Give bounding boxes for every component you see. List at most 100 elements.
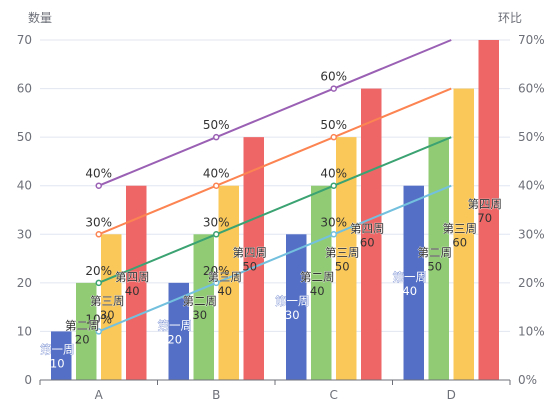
- line-point[interactable]: [213, 231, 220, 238]
- line-point-label: 50%: [203, 118, 230, 132]
- y-right-tick-label: 70%: [518, 33, 545, 47]
- bar-series-label: 第三周: [208, 270, 243, 284]
- bar-value-label: 50: [242, 260, 257, 274]
- bar-series-label: 第四周: [233, 246, 268, 260]
- line-point[interactable]: [330, 182, 337, 189]
- bar-value-label: 40: [402, 284, 417, 298]
- line-point-label: 30%: [85, 215, 112, 229]
- y-left-tick-label: 50: [17, 130, 32, 144]
- bar-series-label: 第四周: [468, 197, 503, 211]
- line-point[interactable]: [330, 85, 337, 92]
- bar-第一周-D[interactable]: [403, 185, 425, 380]
- bar-value-label: 30: [192, 308, 207, 322]
- bar-第二周-B[interactable]: [193, 234, 215, 380]
- bar-value-label: 60: [360, 235, 375, 249]
- line-point[interactable]: [95, 231, 102, 238]
- bar-series-label: 第三周: [325, 246, 360, 260]
- bar-第四周-A[interactable]: [126, 185, 147, 380]
- line-point[interactable]: [95, 328, 102, 335]
- bar-series-label: 第三周: [443, 221, 478, 235]
- bar-第三周-C[interactable]: [336, 137, 357, 380]
- y-left-tick-label: 70: [17, 33, 32, 47]
- bar-series-label: 第四周: [350, 221, 385, 235]
- bar-第二周-D[interactable]: [428, 137, 450, 380]
- bar-series-label: 第一周: [40, 343, 75, 357]
- bar-series-label: 第一周: [158, 318, 193, 332]
- y-left-tick-label: 10: [17, 324, 32, 338]
- y-right-tick-label: 50%: [518, 130, 545, 144]
- line-point[interactable]: [330, 133, 337, 141]
- bar-第四周-B[interactable]: [243, 137, 265, 380]
- bar-value-label: 70: [477, 211, 492, 225]
- y-right-tick-label: 20%: [518, 276, 545, 290]
- line-series-0: [98, 184, 452, 333]
- y-axis-left-title: 数量: [28, 10, 52, 25]
- y-left-tick-label: 20: [17, 276, 32, 290]
- x-tick-label: B: [212, 388, 220, 402]
- bar-第二周-C[interactable]: [311, 185, 332, 380]
- line-point[interactable]: [213, 133, 220, 141]
- bar-value-label: 50: [335, 260, 350, 274]
- line-point[interactable]: [95, 279, 102, 287]
- bar-第一周-A[interactable]: [51, 331, 72, 380]
- line-point-label: 40%: [85, 167, 112, 181]
- bar-series-label: 第二周: [183, 294, 218, 308]
- x-tick-label: C: [330, 388, 338, 402]
- y-right-tick-label: 40%: [518, 179, 545, 193]
- bar-series-label: 第四周: [115, 270, 150, 284]
- bar-第一周-B[interactable]: [168, 282, 190, 380]
- bar-series-label: 第一周: [275, 294, 310, 308]
- bar-value-label: 40: [217, 284, 232, 298]
- line-point[interactable]: [330, 231, 337, 238]
- bar-series-label: 第二周: [65, 318, 100, 332]
- bar-series-label: 第三周: [90, 294, 125, 308]
- bar-series-label: 第二周: [300, 270, 335, 284]
- line-point-label: 20%: [203, 264, 230, 278]
- line-point-label: 30%: [320, 215, 347, 229]
- line-point-label: 60%: [320, 70, 347, 84]
- bar-value-label: 40: [310, 284, 325, 298]
- bar-第三周-B[interactable]: [218, 185, 240, 380]
- y-axis-right-title: 环比: [498, 11, 522, 25]
- bar-value-label: 60: [452, 235, 467, 249]
- bar-value-label: 30: [100, 308, 115, 322]
- bar-第四周-C[interactable]: [361, 88, 382, 381]
- line-point-label: 30%: [203, 215, 230, 229]
- line-point-label: 20%: [85, 264, 112, 278]
- y-right-tick-label: 10%: [518, 324, 545, 338]
- line-point-label: 40%: [320, 167, 347, 181]
- line-series-2: [98, 87, 452, 236]
- line-point[interactable]: [95, 182, 102, 189]
- line-point-label: 50%: [320, 118, 347, 132]
- bar-value-label: 40: [125, 284, 140, 298]
- bar-series-label: 第二周: [418, 246, 453, 260]
- line-series-1: [98, 136, 452, 284]
- bar-value-label: 30: [285, 308, 300, 322]
- x-tick-label: D: [447, 388, 456, 402]
- bar-value-label: 20: [167, 332, 182, 346]
- bar-第二周-A[interactable]: [76, 282, 97, 380]
- bar-第四周-D[interactable]: [478, 40, 500, 380]
- bar-value-label: 50: [427, 260, 442, 274]
- y-left-tick-label: 60: [17, 82, 32, 96]
- line-series-3: [98, 39, 452, 187]
- y-right-tick-label: 30%: [518, 227, 545, 241]
- bar-第一周-C[interactable]: [286, 234, 307, 380]
- bar-第三周-D[interactable]: [453, 88, 475, 381]
- bar-value-label: 20: [75, 332, 90, 346]
- x-tick-label: A: [95, 388, 104, 402]
- line-point-label: 10%: [85, 312, 112, 326]
- line-point[interactable]: [213, 279, 220, 287]
- y-right-tick-label: 60%: [518, 82, 545, 96]
- y-right-tick-label: 0%: [518, 373, 537, 387]
- y-left-tick-label: 40: [17, 179, 32, 193]
- line-point[interactable]: [213, 182, 220, 189]
- y-left-tick-label: 0: [24, 373, 32, 387]
- bar-第三周-A[interactable]: [101, 234, 122, 380]
- bar-series-label: 第一周: [393, 270, 428, 284]
- line-point-label: 40%: [203, 167, 230, 181]
- y-left-tick-label: 30: [17, 227, 32, 241]
- bar-value-label: 10: [50, 357, 65, 371]
